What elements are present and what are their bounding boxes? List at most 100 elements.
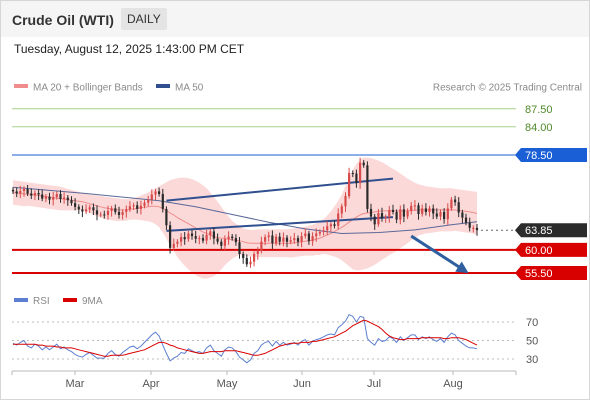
candle-body [289, 240, 292, 242]
candle-body [180, 237, 183, 242]
candle-body [77, 206, 80, 210]
candle-body [30, 193, 33, 196]
rsi-tick-label: 70 [526, 317, 538, 329]
ma50-legend-swatch [156, 84, 170, 88]
candlesticks [11, 157, 479, 268]
candle-body [143, 202, 146, 206]
bollinger-bands [13, 157, 477, 279]
candle-body [190, 233, 194, 237]
candle-body [285, 237, 289, 242]
candle-body [198, 238, 201, 240]
candle-body [147, 199, 150, 203]
candle-body [315, 233, 318, 237]
candle-body [48, 196, 51, 200]
candle-body [337, 213, 340, 226]
candle-body [234, 238, 237, 243]
candle-body [311, 236, 314, 242]
candle-body [15, 191, 18, 194]
candle-body [366, 165, 369, 209]
candle-body [99, 214, 102, 216]
x-axis-label: May [217, 378, 238, 390]
candle-body [300, 236, 303, 242]
candle-body [278, 236, 281, 242]
candle-body [212, 231, 215, 239]
candle-body [187, 233, 190, 240]
x-axis-label: Jul [367, 378, 381, 390]
candle-body [388, 209, 391, 218]
candle-body [443, 211, 446, 220]
candle-body [395, 211, 398, 220]
candle-body [169, 225, 172, 248]
candle-body [377, 213, 380, 225]
ma50-legend-label: MA 50 [175, 83, 204, 94]
candle-body [424, 208, 427, 212]
candle-body [52, 197, 55, 200]
candle-body [22, 188, 26, 191]
candle-body [344, 196, 347, 207]
candle-body [282, 237, 285, 242]
current-level-label: 63.85 [525, 225, 553, 237]
current-level-tag [515, 223, 587, 238]
candle-body [264, 237, 267, 242]
candle-body [136, 205, 139, 209]
candle-body [253, 254, 256, 262]
candle-body [380, 213, 384, 219]
candle-body [402, 209, 405, 217]
candle-body [242, 254, 245, 259]
candle-body [296, 238, 300, 242]
candle-body [85, 209, 88, 212]
candle-body [201, 238, 205, 241]
candle-body [249, 261, 252, 265]
candle-body [475, 227, 479, 231]
candle-body [33, 193, 36, 196]
candle-body [26, 188, 29, 194]
candle-body [59, 194, 62, 200]
candle-body [125, 209, 128, 212]
ma20-legend-label: MA 20 + Bollinger Bands [33, 83, 143, 94]
candle-body [150, 194, 153, 200]
candle-body [333, 224, 336, 226]
candle-body [472, 227, 475, 229]
candle-body [205, 235, 208, 241]
candle-body [457, 202, 460, 213]
header-bar: Crude Oil (WTI) DAILY [1, 1, 589, 37]
candle-body [223, 239, 226, 246]
candle-body [220, 241, 223, 246]
candle-body [37, 193, 40, 195]
candle-body [81, 209, 84, 212]
candle-body [267, 235, 270, 237]
candle-body [304, 233, 307, 237]
channel-lower-line [166, 216, 394, 232]
candle-body [209, 231, 212, 235]
rsi-tick-label: 50 [526, 336, 538, 348]
candle-body [468, 222, 471, 228]
candle-body [114, 208, 117, 212]
candle-body [373, 216, 376, 225]
target-level-label: 87.50 [525, 104, 553, 116]
candle-body [158, 191, 161, 194]
candle-body [231, 236, 234, 239]
x-axis-label: Mar [66, 378, 85, 390]
candle-body [318, 232, 321, 234]
candle-body [88, 207, 91, 210]
candle-body [260, 241, 263, 251]
candle-body [413, 205, 416, 207]
candle-body [216, 238, 219, 242]
level-tags: 87.50 84.00 78.50 63.85 60.00 55.50 [515, 104, 587, 280]
rsi-legend-label: RSI [33, 296, 50, 307]
candle-body [74, 203, 77, 207]
timestamp: Tuesday, August 12, 2025 1:43:00 PM CET [14, 42, 245, 56]
candle-body [355, 173, 358, 184]
candle-body [227, 236, 230, 240]
candle-body [417, 205, 420, 214]
candle-body [63, 197, 66, 200]
candle-body [351, 173, 354, 174]
candle-body [329, 224, 332, 227]
candle-body [464, 217, 468, 223]
candle-body [432, 208, 435, 214]
candle-body [256, 250, 259, 254]
pivot-level-label: 78.50 [525, 150, 553, 162]
rsi-ma-line [13, 319, 478, 357]
interval-badge[interactable]: DAILY [121, 8, 167, 30]
